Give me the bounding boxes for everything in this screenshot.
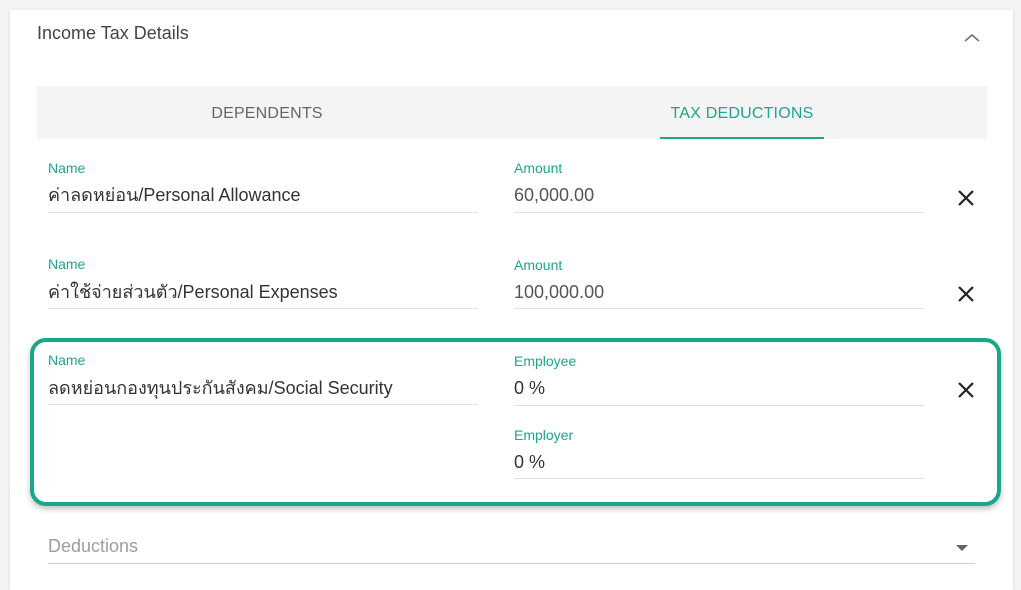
name-field-underline [48,212,478,213]
name-field-social-security[interactable]: ลดหย่อนกองทุนประกันสังคม/Social Security [48,378,393,398]
active-tab-indicator [660,137,824,139]
employer-field-underline [514,478,924,479]
name-label: Name [48,352,86,368]
amount-label: Amount [514,160,563,176]
tab-tax-deductions[interactable]: TAX DEDUCTIONS [670,105,814,122]
section-title: Income Tax Details [37,23,189,43]
close-icon[interactable] [955,187,977,209]
name-label: Name [48,256,86,272]
amount-label: Amount [514,257,563,273]
amount-field-personal-allowance[interactable]: 60,000.00 [514,185,595,205]
employer-label: Employer [514,427,574,443]
employer-rate-field[interactable]: 0 % [514,452,546,472]
name-field-personal-expenses[interactable]: ค่าใช้จ่ายส่วนตัว/Personal Expenses [48,282,338,302]
tab-dependents[interactable]: DEPENDENTS [211,105,323,122]
employee-label: Employee [514,353,577,369]
employee-field-underline [514,405,924,406]
deductions-select-underline [48,563,975,564]
income-tax-details-card: Income Tax Details DEPENDENTS TAX DEDUCT… [10,10,1013,590]
chevron-up-icon[interactable] [961,30,983,46]
amount-field-underline [514,212,924,213]
name-field-underline [48,404,478,405]
name-label: Name [48,160,86,176]
close-icon[interactable] [955,283,977,305]
caret-down-icon[interactable] [956,545,968,551]
name-field-personal-allowance[interactable]: ค่าลดหย่อน/Personal Allowance [48,185,301,205]
close-icon[interactable] [955,379,977,401]
amount-field-underline [514,308,924,309]
tax-tabs: DEPENDENTS TAX DEDUCTIONS [37,86,987,139]
amount-field-personal-expenses[interactable]: 100,000.00 [514,282,605,302]
name-field-underline [48,308,478,309]
deductions-select[interactable]: Deductions [48,536,139,556]
employee-rate-field[interactable]: 0 % [514,378,546,398]
